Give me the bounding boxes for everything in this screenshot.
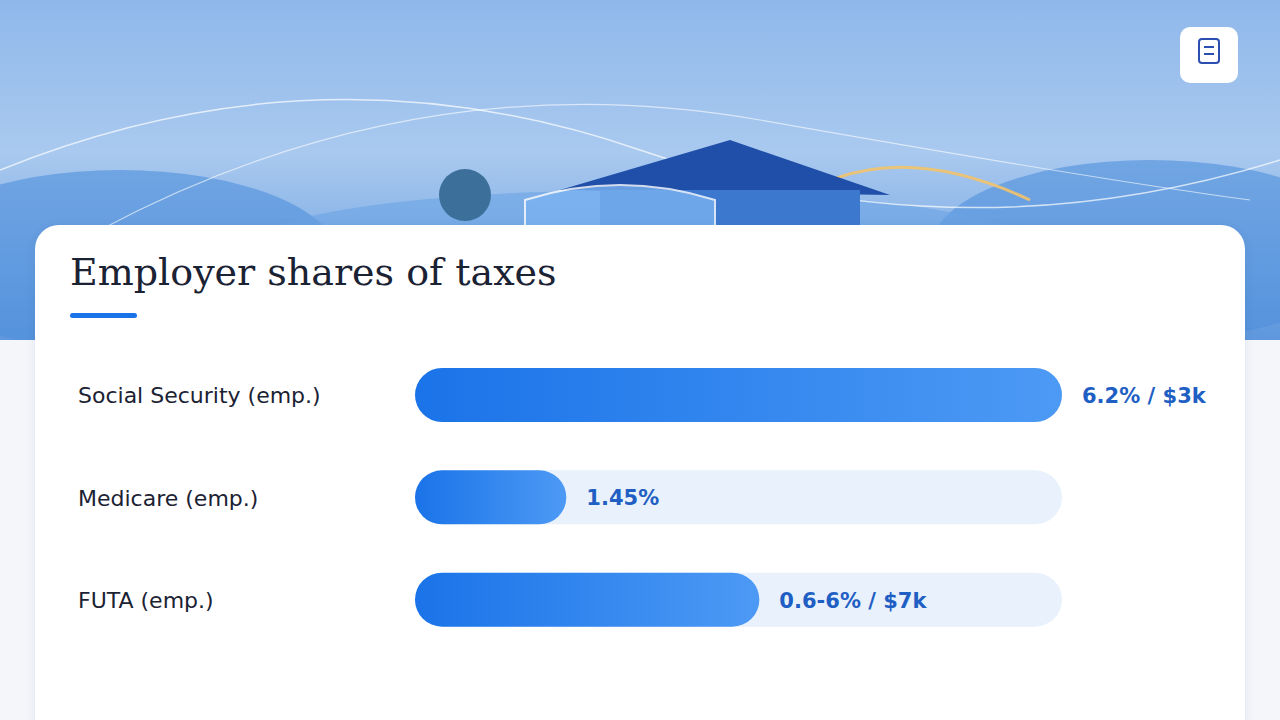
svg-text:6.2% / $3k: 6.2% / $3k <box>1082 384 1207 408</box>
svg-text:Medicare (emp.): Medicare (emp.) <box>78 486 258 511</box>
svg-text:Social Security (emp.): Social Security (emp.) <box>78 383 321 408</box>
svg-text:1.45%: 1.45% <box>586 486 659 510</box>
svg-text:0.6-6% / $7k: 0.6-6% / $7k <box>779 589 927 613</box>
html-text:Employer shares of taxes: Employer shares of taxes <box>70 250 557 294</box>
svg-text:FUTA (emp.): FUTA (emp.) <box>78 588 214 613</box>
